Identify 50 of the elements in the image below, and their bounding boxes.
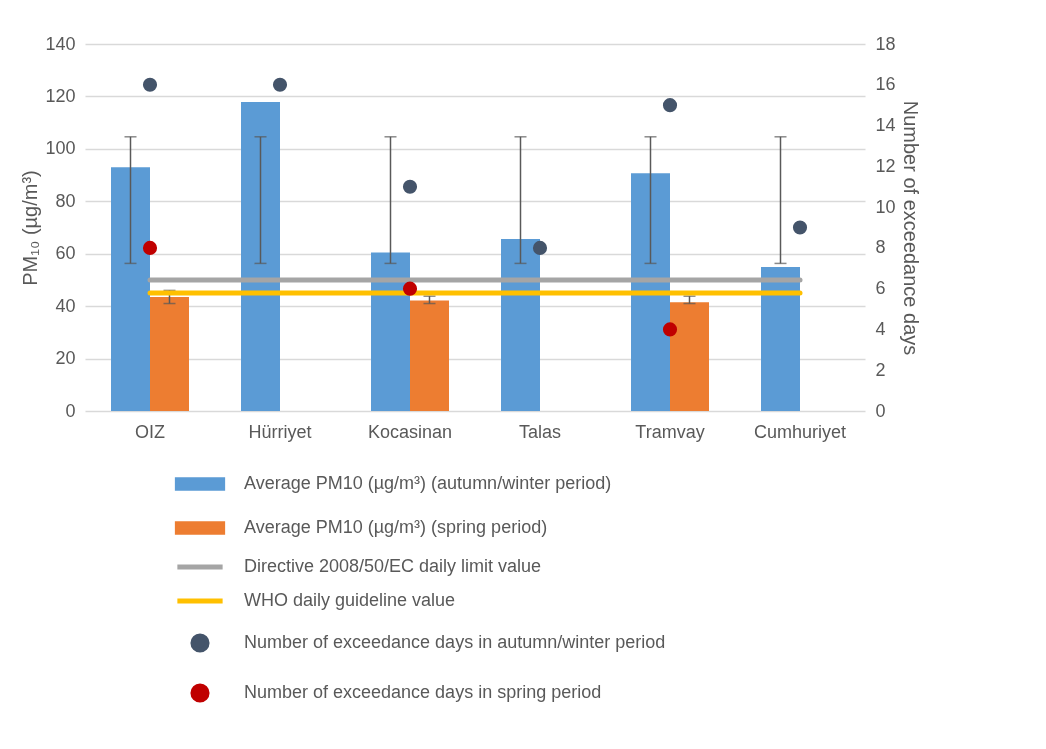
y2-axis-title: Number of exceedance days [899,100,922,356]
y2-tick-label: 2 [875,359,886,380]
y-tick-label: 40 [55,295,76,316]
point [142,77,158,92]
bar [371,252,410,411]
y2-tick-label: 0 [875,400,886,421]
y2-tick-label: 12 [875,155,896,176]
y2-tick-label: 18 [875,33,896,54]
y2-tick-label: 14 [875,115,896,136]
y-tick-label: 60 [55,243,76,264]
legend-label: Average PM10 (µg/m³) (autumn/winter period) [244,473,612,493]
bar [150,296,189,411]
point [272,77,288,92]
legend-label: WHO daily guideline value [244,590,456,610]
y-tick-label: 0 [65,400,76,421]
legend-label: Average PM10 (µg/m³) (spring period) [244,517,548,537]
bar [761,267,800,411]
y2-tick-label: 16 [875,74,896,95]
y2-tick-label: 4 [875,318,886,339]
point [662,322,678,337]
y-tick-label: 80 [55,190,76,211]
y-tick-label: 20 [55,348,76,369]
y2-tick-label: 8 [875,237,886,258]
legend-label: Number of exceedance days in autumn/winter period [244,632,666,652]
x-tick-label: Talas [518,421,562,442]
point [792,220,808,235]
point [402,281,418,296]
y-tick-label: 120 [45,85,76,106]
legend-label: Number of exceedance days in spring period [244,682,602,702]
x-tick-label: Hürriyet [248,421,312,442]
legend-label: Directive 2008/50/EC daily limit value [244,556,542,576]
y-tick-label: 140 [45,33,76,54]
bar [631,173,670,411]
y2-tick-label: 6 [875,278,886,299]
y-axis-title: PM₁₀ (µg/m³) [19,170,42,286]
x-tick-label: OIZ [135,421,165,442]
bar [670,302,709,411]
bar [410,300,449,411]
y2-tick-label: 10 [875,196,896,217]
x-tick-label: Tramvay [635,421,705,442]
point [402,179,418,194]
point [662,98,678,113]
x-tick-label: Kocasinan [367,421,453,442]
x-tick-label: Cumhuriyet [753,421,847,442]
y-tick-label: 100 [45,138,76,159]
bar [241,101,280,411]
point [532,240,548,255]
bar [501,239,540,411]
bar [111,167,150,411]
point [142,240,158,255]
